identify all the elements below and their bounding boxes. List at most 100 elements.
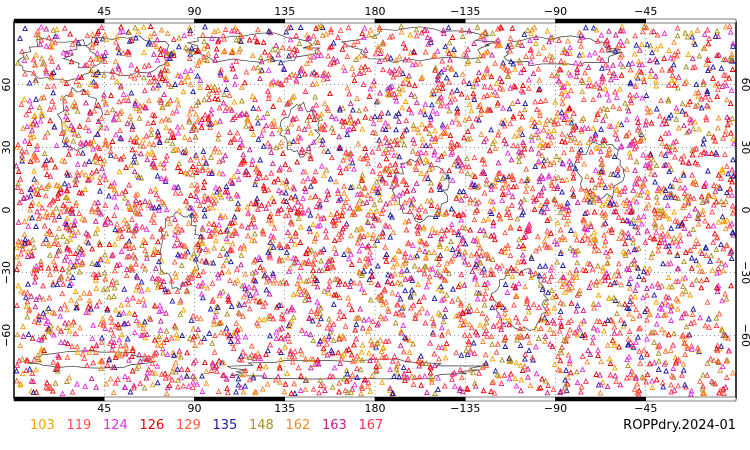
observation-marker [255, 135, 262, 142]
observation-marker [99, 315, 106, 322]
observation-marker [581, 124, 588, 131]
observation-marker [196, 246, 203, 253]
observation-marker [290, 306, 297, 313]
observation-marker [201, 335, 208, 342]
observation-marker [626, 91, 633, 98]
observation-marker [245, 232, 251, 239]
observation-marker [591, 208, 598, 215]
observation-marker [683, 310, 690, 317]
observation-marker [496, 211, 503, 218]
observation-marker [722, 79, 729, 85]
observation-marker [270, 78, 277, 84]
observation-marker [219, 156, 226, 163]
observation-marker [104, 257, 111, 264]
observation-marker [375, 293, 382, 300]
observation-marker [197, 119, 204, 126]
observation-marker [492, 367, 499, 374]
observation-marker [222, 227, 229, 234]
observation-marker [317, 304, 324, 311]
observation-marker [721, 151, 728, 158]
observation-marker [406, 105, 413, 112]
observation-marker [58, 272, 65, 279]
observation-marker [23, 367, 30, 373]
observation-marker [44, 379, 50, 386]
observation-marker [494, 371, 501, 378]
observation-marker [140, 23, 147, 30]
observation-marker [163, 206, 170, 213]
observation-marker [53, 26, 60, 32]
observation-marker [21, 231, 28, 238]
observation-marker [208, 83, 215, 90]
observation-marker [24, 313, 31, 320]
observation-marker [576, 148, 582, 154]
observation-marker [34, 208, 41, 215]
observation-marker [489, 29, 496, 36]
observation-marker [111, 193, 118, 200]
observation-marker [315, 222, 321, 229]
observation-marker [405, 355, 411, 362]
observation-marker [722, 23, 729, 30]
observation-marker [620, 199, 627, 206]
observation-marker [294, 209, 301, 216]
observation-marker [223, 183, 230, 189]
observation-marker [208, 170, 215, 176]
observation-marker [275, 187, 282, 193]
observation-marker [520, 325, 527, 332]
observation-marker [336, 308, 343, 315]
observation-marker [671, 38, 677, 45]
observation-marker [640, 181, 647, 188]
observation-marker [528, 253, 535, 260]
observation-marker [689, 280, 695, 287]
observation-marker [400, 80, 406, 86]
observation-marker [437, 311, 444, 318]
observation-marker [613, 44, 620, 51]
observation-marker [362, 376, 369, 383]
observation-marker [199, 224, 206, 231]
observation-marker [535, 385, 542, 391]
observation-marker [64, 353, 71, 360]
observation-marker [133, 65, 140, 72]
observation-marker [276, 364, 283, 371]
observation-marker [210, 259, 217, 266]
observation-marker [520, 242, 527, 249]
observation-marker [23, 303, 30, 310]
observation-marker [547, 139, 554, 146]
observation-marker [715, 257, 722, 264]
observation-marker [625, 129, 632, 136]
observation-marker [613, 93, 620, 100]
observation-marker [133, 286, 140, 293]
observation-marker [21, 56, 28, 63]
observation-marker [124, 253, 131, 260]
observation-marker [467, 226, 474, 233]
observation-marker [18, 187, 25, 194]
observation-marker [23, 148, 30, 155]
observation-marker [628, 373, 635, 380]
observation-marker [266, 213, 273, 219]
observation-marker [562, 376, 569, 383]
observation-marker [471, 173, 478, 180]
observation-marker [272, 276, 279, 283]
observation-marker [499, 356, 506, 363]
observation-marker [477, 111, 484, 117]
observation-marker [727, 185, 734, 192]
observation-marker [95, 55, 102, 62]
observation-marker [421, 26, 428, 33]
observation-marker [602, 276, 609, 283]
observation-marker [111, 267, 118, 274]
observation-marker [370, 353, 377, 360]
observation-marker [600, 117, 606, 124]
observation-marker [390, 228, 397, 235]
observation-marker [686, 159, 692, 166]
observation-marker [356, 269, 363, 276]
observation-marker [499, 190, 506, 197]
observation-marker [558, 90, 565, 97]
observation-marker [676, 177, 683, 183]
observation-marker [526, 347, 532, 354]
observation-marker [126, 309, 133, 316]
observation-marker [584, 358, 591, 365]
observation-marker [551, 304, 558, 311]
observation-marker [674, 107, 681, 114]
observation-marker [376, 184, 383, 191]
observation-marker [612, 207, 619, 214]
observation-marker [117, 83, 124, 90]
